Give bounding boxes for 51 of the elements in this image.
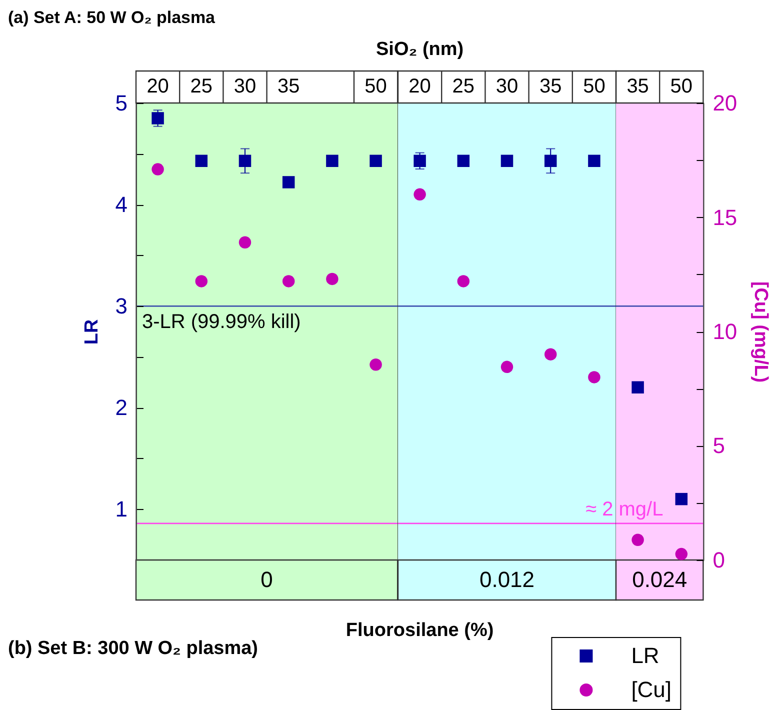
point bbox=[238, 154, 252, 168]
y-tick-label: 3 bbox=[115, 294, 128, 319]
point bbox=[195, 154, 208, 168]
y-tick-label: 1 bbox=[115, 496, 128, 522]
point bbox=[370, 154, 382, 168]
y2-tick-label: 10 bbox=[712, 319, 737, 344]
ref-line-label: ≈ 2 mg/L bbox=[585, 498, 663, 520]
x-tick-label: 30 bbox=[234, 76, 256, 98]
x-tick-label: 30 bbox=[495, 76, 518, 98]
band-label: 0 bbox=[260, 566, 273, 592]
point bbox=[152, 163, 164, 176]
chart-title: (a) Set A: 50 W O₂ plasma bbox=[8, 8, 216, 28]
point bbox=[456, 275, 470, 288]
point bbox=[544, 348, 556, 360]
x-tick-label: 35 bbox=[277, 76, 300, 98]
x-tick-label: 20 bbox=[408, 76, 431, 98]
y-tick-label: 2 bbox=[115, 395, 128, 420]
point bbox=[500, 360, 513, 374]
y-tick-label: 4 bbox=[115, 192, 128, 218]
point bbox=[152, 112, 164, 124]
text: (b) Set B: 300 W O₂ plasma) bbox=[8, 638, 258, 659]
x2-axis-title: SiO₂ (nm) bbox=[376, 39, 464, 60]
x-tick-label: 35 bbox=[626, 76, 649, 98]
x-tick-label: 50 bbox=[582, 76, 605, 98]
point bbox=[413, 188, 426, 201]
x-tick-label: 35 bbox=[539, 76, 562, 98]
band-label: 0.024 bbox=[632, 566, 687, 592]
legend-label: [Cu] bbox=[630, 676, 672, 702]
point bbox=[370, 358, 382, 371]
point bbox=[195, 275, 208, 288]
band-label: 0.012 bbox=[479, 567, 534, 592]
x-tick-label: 50 bbox=[670, 76, 692, 98]
point bbox=[588, 371, 600, 384]
ref-line-label: 3-LR (99.99% kill) bbox=[142, 311, 301, 334]
x-tick-label: 50 bbox=[364, 76, 387, 98]
point bbox=[238, 236, 252, 248]
x-tick-label: 20 bbox=[146, 76, 169, 98]
x-tick-label: 25 bbox=[190, 76, 213, 98]
legend-label: LR bbox=[630, 642, 659, 668]
point bbox=[282, 275, 295, 288]
y2-axis-title: [Cu] (mg/L) bbox=[750, 281, 771, 383]
x-axis-title: Fluorosilane (%) bbox=[345, 620, 494, 641]
y2-tick-label: 5 bbox=[712, 433, 725, 458]
point bbox=[326, 154, 338, 168]
y-tick-label: 5 bbox=[115, 90, 128, 116]
y2-tick-label: 0 bbox=[712, 547, 725, 572]
point bbox=[282, 176, 295, 188]
y-axis-title: LR bbox=[81, 319, 102, 345]
point bbox=[326, 272, 338, 286]
x-tick-label: 25 bbox=[452, 76, 474, 98]
y2-tick-label: 15 bbox=[712, 204, 737, 230]
